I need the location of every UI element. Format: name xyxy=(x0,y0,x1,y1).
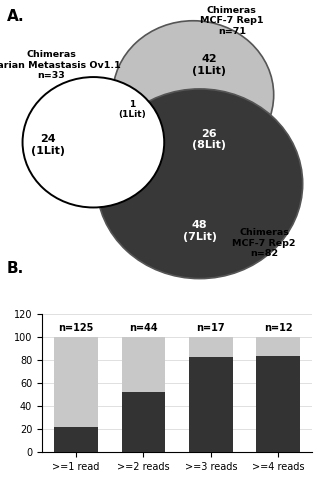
Text: n=44: n=44 xyxy=(129,323,158,333)
Text: Chimeras
MCF-7 Rep1
n=71: Chimeras MCF-7 Rep1 n=71 xyxy=(200,6,264,36)
Text: n=17: n=17 xyxy=(196,323,225,333)
Bar xyxy=(54,427,98,452)
Bar xyxy=(121,337,165,392)
Text: 26
(8Lit): 26 (8Lit) xyxy=(192,128,226,150)
Bar xyxy=(256,337,300,356)
Text: n=12: n=12 xyxy=(264,323,292,333)
Text: Chimeras
MCF-7 Rep2
n=82: Chimeras MCF-7 Rep2 n=82 xyxy=(232,228,296,258)
Bar xyxy=(189,337,233,357)
Text: 48
(7Lit): 48 (7Lit) xyxy=(183,220,217,242)
Bar xyxy=(256,356,300,452)
Text: Chimeras
Ovarian Metastasis Ov1.1
n=33: Chimeras Ovarian Metastasis Ov1.1 n=33 xyxy=(0,50,120,80)
Text: 1
(1Lit): 1 (1Lit) xyxy=(118,100,146,120)
Text: 42
(1Lit): 42 (1Lit) xyxy=(192,54,226,76)
Bar xyxy=(189,357,233,452)
Text: A.: A. xyxy=(6,9,24,24)
Bar xyxy=(121,392,165,452)
Text: 2: 2 xyxy=(142,134,148,144)
Ellipse shape xyxy=(23,77,164,207)
Text: 6
(3Lit): 6 (3Lit) xyxy=(109,155,142,177)
Ellipse shape xyxy=(97,89,303,279)
Text: 24
(1Lit): 24 (1Lit) xyxy=(31,134,65,156)
Text: n=125: n=125 xyxy=(58,323,94,333)
Bar xyxy=(54,337,98,427)
Ellipse shape xyxy=(113,21,274,169)
Text: B.: B. xyxy=(7,261,24,276)
